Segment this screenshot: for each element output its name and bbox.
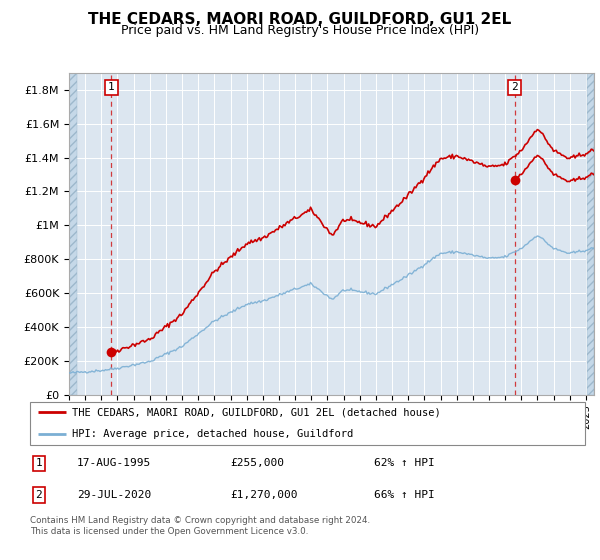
Bar (69, 73, 77, 395)
Bar (587, 73, 594, 395)
Text: 66% ↑ HPI: 66% ↑ HPI (374, 490, 435, 500)
Text: £1,270,000: £1,270,000 (230, 490, 297, 500)
FancyBboxPatch shape (30, 402, 585, 445)
Text: 29-JUL-2020: 29-JUL-2020 (77, 490, 151, 500)
Text: 62% ↑ HPI: 62% ↑ HPI (374, 459, 435, 469)
Text: 1: 1 (108, 82, 115, 92)
Text: Contains HM Land Registry data © Crown copyright and database right 2024.
This d: Contains HM Land Registry data © Crown c… (30, 516, 370, 536)
Text: Price paid vs. HM Land Registry's House Price Index (HPI): Price paid vs. HM Land Registry's House … (121, 24, 479, 37)
Text: THE CEDARS, MAORI ROAD, GUILDFORD, GU1 2EL: THE CEDARS, MAORI ROAD, GUILDFORD, GU1 2… (88, 12, 512, 27)
Text: 2: 2 (35, 490, 42, 500)
Text: 1: 1 (35, 459, 42, 469)
Text: 2: 2 (511, 82, 518, 92)
Text: HPI: Average price, detached house, Guildford: HPI: Average price, detached house, Guil… (71, 430, 353, 439)
Text: THE CEDARS, MAORI ROAD, GUILDFORD, GU1 2EL (detached house): THE CEDARS, MAORI ROAD, GUILDFORD, GU1 2… (71, 408, 440, 417)
Text: 17-AUG-1995: 17-AUG-1995 (77, 459, 151, 469)
Text: £255,000: £255,000 (230, 459, 284, 469)
